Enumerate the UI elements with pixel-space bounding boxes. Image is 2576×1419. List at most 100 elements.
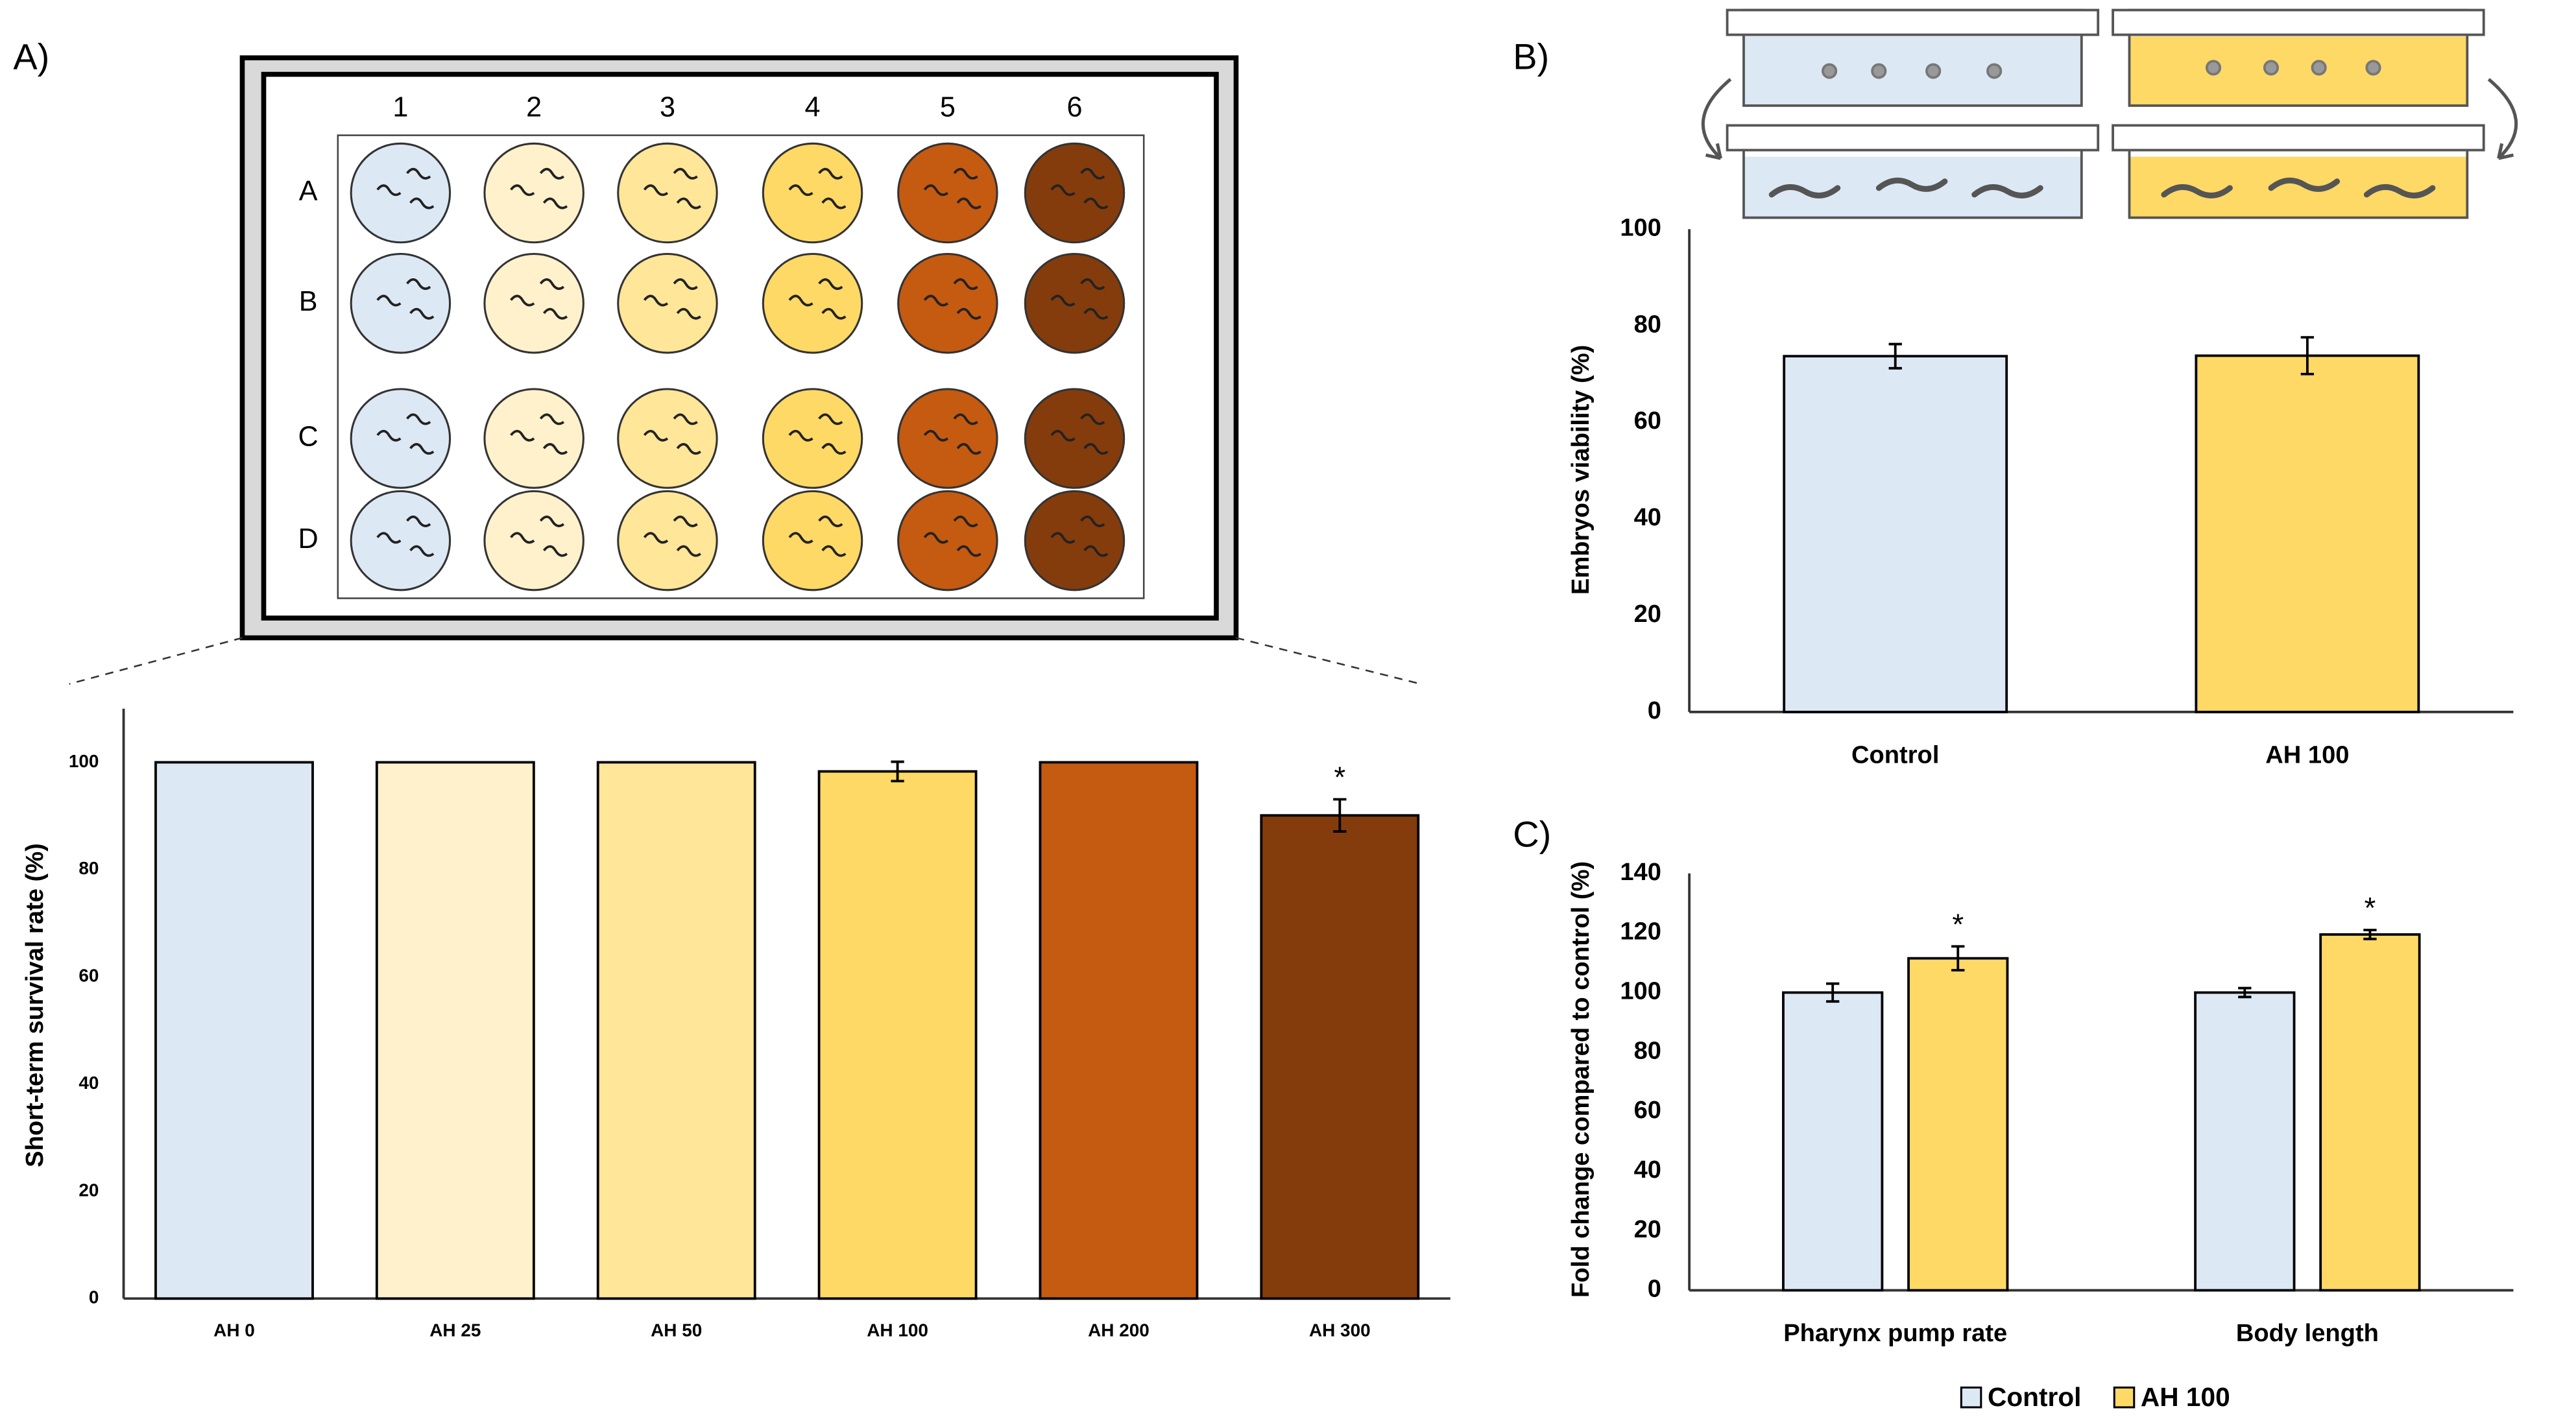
y-axis-label: Short-term survival rate (%) <box>21 843 49 1167</box>
worm <box>409 443 435 455</box>
well <box>617 252 718 354</box>
worm <box>406 278 431 291</box>
y-tick-label: 100 <box>1620 978 1661 1005</box>
bar <box>154 761 314 1300</box>
worm <box>1083 443 1109 455</box>
worm <box>376 294 402 307</box>
column-label: 3 <box>660 91 675 123</box>
worm <box>539 167 565 180</box>
error-bar <box>891 760 904 783</box>
error-bar <box>2300 336 2315 376</box>
worm <box>673 278 698 291</box>
bar <box>1782 991 1884 1292</box>
worm <box>956 443 981 455</box>
legend-swatch <box>2113 1386 2136 1409</box>
worm <box>676 443 701 455</box>
worm <box>409 197 435 209</box>
significance: * <box>2365 892 2376 925</box>
worm <box>1083 307 1109 320</box>
worm <box>643 429 669 442</box>
error-bar <box>1333 798 1347 833</box>
y-tick-label: 100 <box>1620 214 1661 241</box>
worm <box>542 443 568 455</box>
x-tick-label: AH 0 <box>213 1320 255 1340</box>
bar <box>2194 991 2296 1292</box>
bar <box>596 761 756 1300</box>
worm <box>376 429 402 442</box>
worm <box>821 307 847 320</box>
worm <box>510 532 535 544</box>
row-label: C <box>298 421 318 452</box>
x-tick-label: Control <box>1851 741 1939 769</box>
worm <box>953 278 978 291</box>
x-tick-label: AH 100 <box>2265 741 2349 769</box>
worm <box>788 184 813 197</box>
worm <box>643 294 669 307</box>
y-tick-label: 120 <box>1620 918 1661 946</box>
worm <box>1050 294 1076 307</box>
column-label: 2 <box>526 91 542 123</box>
worm <box>406 413 431 425</box>
x-tick-label: AH 200 <box>1088 1320 1150 1340</box>
worm <box>953 413 978 425</box>
worm <box>673 167 698 180</box>
worm <box>676 545 701 557</box>
x-tick-label: Pharynx pump rate <box>1783 1320 2007 1347</box>
row-label: A <box>299 176 318 207</box>
y-tick-label: 100 <box>69 751 99 771</box>
worm <box>409 307 435 320</box>
y-tick-label: 60 <box>78 966 99 986</box>
y-tick-label: 0 <box>1648 1276 1661 1303</box>
well-area <box>337 134 1145 599</box>
x-tick-label: Body length <box>2236 1320 2379 1347</box>
bar <box>1783 355 2008 713</box>
y-tick-label: 80 <box>1634 311 1661 338</box>
worm <box>818 515 843 527</box>
worm <box>788 294 813 307</box>
column-label: 5 <box>940 91 956 123</box>
worm <box>1080 413 1105 425</box>
worm <box>821 197 847 209</box>
worm <box>821 545 847 557</box>
worm <box>510 429 535 442</box>
worm <box>1083 197 1109 209</box>
worm <box>818 278 843 291</box>
worm <box>673 413 698 425</box>
worm <box>542 197 568 209</box>
worm <box>1050 532 1076 544</box>
bar <box>1039 761 1199 1300</box>
worm <box>956 197 981 209</box>
worm <box>1050 184 1076 197</box>
dish-illustration <box>1701 8 2518 219</box>
y-tick-label: 80 <box>78 858 99 878</box>
worm <box>406 167 431 180</box>
zoom-line <box>69 637 243 685</box>
x-tick-label: AH 50 <box>651 1320 702 1340</box>
worm <box>643 184 669 197</box>
error-bar <box>1951 945 1965 972</box>
worm <box>510 184 535 197</box>
bar <box>375 761 535 1300</box>
error-bar <box>1826 982 1840 1003</box>
significance: * <box>1334 761 1345 794</box>
worm <box>788 429 813 442</box>
bar <box>1260 814 1420 1300</box>
worm <box>1083 545 1109 557</box>
legend-swatch <box>1960 1386 1982 1409</box>
worm <box>376 184 402 197</box>
worm <box>510 294 535 307</box>
y-tick-label: 0 <box>89 1287 99 1307</box>
x-tick-label: AH 25 <box>429 1320 481 1340</box>
worm <box>923 429 949 442</box>
y-tick-label: 0 <box>1648 697 1661 724</box>
well <box>617 142 718 244</box>
worm <box>821 443 847 455</box>
worm <box>409 545 435 557</box>
worm <box>1080 167 1105 180</box>
well <box>617 490 718 591</box>
worm <box>539 515 565 527</box>
y-tick-label: 40 <box>78 1073 99 1093</box>
legend-label: AH 100 <box>2141 1382 2230 1412</box>
